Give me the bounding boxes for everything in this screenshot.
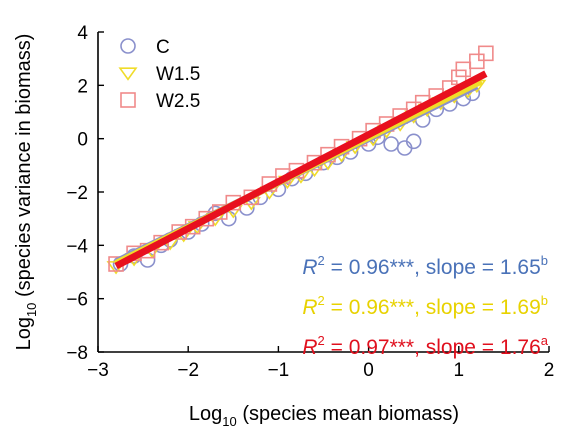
- y-tick-label: −4: [66, 236, 88, 257]
- x-tick-label: 2: [544, 360, 555, 381]
- data-point-c: [383, 136, 399, 152]
- data-point-w2-5: [455, 61, 472, 78]
- y-axis-label: Log10 (species variance in biomass): [13, 34, 39, 351]
- r2-superscript: 2: [318, 293, 325, 308]
- data-point-w2-5: [469, 53, 485, 70]
- y-tick-label: −6: [66, 290, 88, 311]
- x-tick-label: 1: [454, 360, 465, 381]
- x-label-prefix: Log: [189, 403, 222, 425]
- x-label-rest: (species mean biomass): [237, 403, 459, 425]
- legend-marker-w2-5: [120, 92, 136, 108]
- y-tick-label: 0: [77, 130, 88, 151]
- r2-symbol: R: [302, 336, 317, 359]
- stats-w1-5: R2 = 0.96***, slope = 1.69b: [302, 293, 548, 319]
- y-label-prefix: Log: [13, 317, 35, 350]
- y-tick-label: −8: [66, 343, 88, 364]
- r2-value: = 0.96***, slope = 1.69: [325, 296, 541, 319]
- legend-item-w1-5: W1.5: [118, 64, 200, 85]
- y-tick-label: 2: [77, 76, 88, 97]
- axes-group: −3 −2 −1 0 1 2 −8 −6 −4 −2 0 2 4: [66, 23, 554, 381]
- legend-label-w2-5: W2.5: [156, 91, 200, 112]
- x-tick-label: −3: [87, 360, 109, 381]
- axis-labels: Log10 (species mean biomass)Log10 (speci…: [13, 34, 459, 429]
- legend: C W1.5 W2.5: [118, 37, 200, 112]
- r2-superscript: 2: [318, 253, 325, 268]
- data-point-c: [405, 133, 422, 150]
- significance-letter: a: [541, 333, 549, 348]
- y-label-rest: (species variance in biomass): [13, 34, 35, 303]
- significance-letter: b: [541, 253, 548, 268]
- x-label-subscript: 10: [222, 414, 236, 429]
- r2-symbol: R: [302, 256, 317, 279]
- x-tick-label: −1: [268, 360, 290, 381]
- r2-value: = 0.97***, slope = 1.76: [325, 336, 541, 359]
- legend-item-c: C: [120, 37, 170, 58]
- legend-marker-w1-5: [118, 67, 138, 81]
- legend-item-w2-5: W2.5: [120, 91, 200, 112]
- y-tick-label: 4: [77, 23, 88, 44]
- legend-label-w1-5: W1.5: [156, 64, 200, 85]
- r2-superscript: 2: [318, 333, 325, 348]
- data-point-c: [396, 140, 413, 156]
- r2-symbol: R: [302, 296, 317, 319]
- x-axis-label: Log10 (species mean biomass): [189, 403, 459, 429]
- x-tick-label: −2: [177, 360, 199, 381]
- legend-marker-c: [120, 38, 136, 54]
- y-tick-label: −2: [66, 183, 88, 204]
- legend-label-c: C: [156, 37, 170, 58]
- stats-w2-5: R2 = 0.97***, slope = 1.76a: [302, 333, 548, 359]
- data-point-w2-5: [478, 45, 494, 62]
- plot-area: [106, 45, 494, 275]
- significance-letter: b: [541, 293, 548, 308]
- fit-line-w2-5: [114, 70, 488, 270]
- stats-c: R2 = 0.96***, slope = 1.65b: [302, 253, 548, 279]
- x-tick-label: 0: [363, 360, 374, 381]
- r2-value: = 0.96***, slope = 1.65: [325, 256, 541, 279]
- y-label-subscript: 10: [24, 303, 39, 317]
